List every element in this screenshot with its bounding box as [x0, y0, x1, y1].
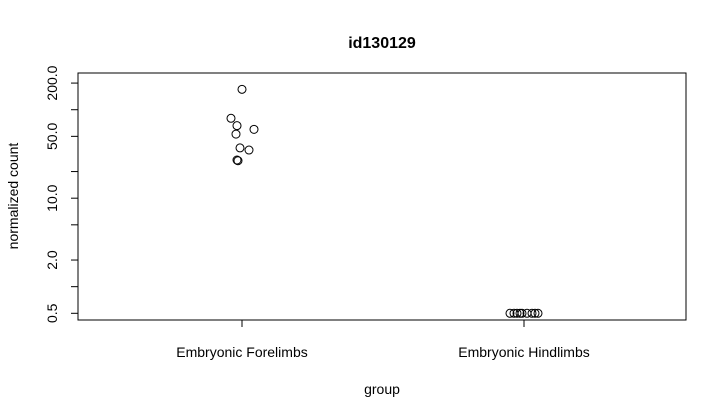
x-axis: Embryonic Forelimbs Embryonic Hindlimbs	[176, 319, 590, 360]
chart-title: id130129	[348, 35, 416, 52]
y-tick-label: 50.0	[44, 123, 60, 150]
data-point	[237, 84, 247, 94]
data-point	[226, 113, 236, 123]
y-tick-label: 0.5	[44, 303, 60, 323]
data-point	[517, 308, 527, 318]
y-tick-label: 2.0	[44, 250, 60, 270]
data-point	[233, 156, 243, 166]
y-tick-label: 200.0	[44, 65, 60, 100]
x-tick-label: Embryonic Hindlimbs	[458, 344, 589, 360]
data-point	[527, 308, 537, 318]
data-point	[232, 121, 242, 131]
data-points	[226, 84, 543, 318]
y-axis-label: normalized count	[5, 143, 21, 250]
data-point	[533, 308, 543, 318]
data-point	[505, 308, 515, 318]
data-point	[244, 145, 254, 155]
data-point	[512, 308, 522, 318]
data-point	[232, 155, 242, 165]
y-axis: 0.5 2.0 10.0 50.0 200.0	[44, 65, 79, 323]
x-tick-label: Embryonic Forelimbs	[176, 344, 307, 360]
data-point	[249, 124, 259, 134]
data-point	[530, 308, 540, 318]
x-axis-label: group	[364, 381, 400, 397]
data-point	[231, 129, 241, 139]
data-point	[235, 143, 245, 153]
y-tick-label: 10.0	[44, 184, 60, 211]
